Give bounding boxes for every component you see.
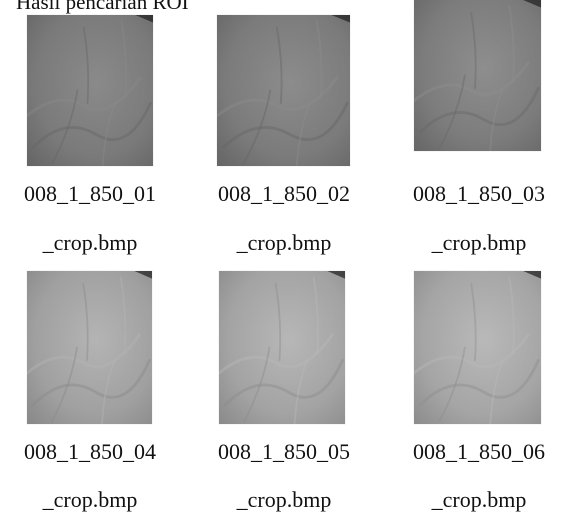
image-card-6: 008_1_850_06 _crop.bmp bbox=[389, 258, 569, 514]
image-filename-line1: 008_1_850_05 bbox=[218, 439, 350, 464]
page-title: Hasil pencarian ROI bbox=[16, 0, 189, 14]
image-filename-line2: _crop.bmp bbox=[236, 230, 332, 255]
image-filename-line2: _crop.bmp bbox=[236, 487, 332, 512]
image-filename-line1: 008_1_850_02 bbox=[218, 181, 350, 206]
image-filename-line2: _crop.bmp bbox=[431, 230, 527, 255]
roi-image-1 bbox=[27, 15, 153, 166]
roi-image-3 bbox=[414, 0, 541, 151]
image-card-4: 008_1_850_04 _crop.bmp bbox=[0, 258, 180, 514]
image-filename-line1: 008_1_850_06 bbox=[413, 439, 545, 464]
roi-image-6 bbox=[414, 271, 541, 424]
image-filename-line2: _crop.bmp bbox=[42, 487, 138, 512]
roi-image-4 bbox=[27, 271, 152, 424]
image-card-1: 008_1_850_01 _crop.bmp bbox=[0, 0, 180, 256]
image-filename-line2: _crop.bmp bbox=[42, 230, 138, 255]
image-card-3: 008_1_850_03 _crop.bmp bbox=[389, 0, 569, 256]
roi-image-5 bbox=[219, 271, 345, 424]
image-filename-line1: 008_1_850_04 bbox=[24, 439, 156, 464]
image-filename-line2: _crop.bmp bbox=[431, 487, 527, 512]
roi-image-2 bbox=[217, 15, 350, 166]
image-card-2: 008_1_850_02 _crop.bmp bbox=[194, 0, 374, 256]
image-filename-line1: 008_1_850_03 bbox=[413, 181, 545, 206]
image-filename-line1: 008_1_850_01 bbox=[24, 181, 156, 206]
image-card-5: 008_1_850_05 _crop.bmp bbox=[194, 258, 374, 514]
